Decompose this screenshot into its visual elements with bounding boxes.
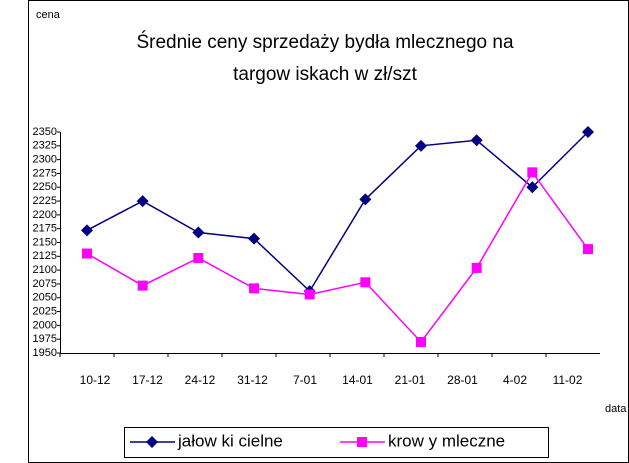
point <box>192 226 205 239</box>
y-tick-label: 2350 <box>33 126 57 138</box>
y-tick-label: 2325 <box>33 140 57 152</box>
point <box>360 277 371 288</box>
legend-label: krow y mleczne <box>388 431 505 450</box>
legend-marker <box>357 437 367 447</box>
y-tick-label: 2150 <box>33 236 57 248</box>
y-tick-label: 2225 <box>33 195 57 207</box>
y-tick-label: 2200 <box>33 209 57 221</box>
y-tick-label: 2000 <box>33 319 57 331</box>
point <box>359 193 372 206</box>
point <box>136 195 149 208</box>
y-tick-label: 2275 <box>33 167 57 179</box>
y-tick-label: 2025 <box>33 305 57 317</box>
chart-title: Średnie ceny sprzedaży bydła mlecznego n… <box>136 31 513 53</box>
x-tick-label: 14-01 <box>342 373 373 387</box>
point <box>416 336 426 347</box>
x-axis-label: data <box>605 403 627 415</box>
y-tick-label: 2250 <box>33 181 57 193</box>
x-tick-label: 10-12 <box>80 373 111 387</box>
series-line <box>86 170 589 344</box>
x-tick-label: 11-02 <box>553 373 583 387</box>
chart-subtitle: targow iskach w zł/szt <box>233 64 417 85</box>
point <box>526 181 539 194</box>
point <box>583 244 593 255</box>
point <box>82 248 92 259</box>
series-line <box>86 131 589 293</box>
y-tick-label: 2050 <box>33 292 57 304</box>
point <box>193 252 204 263</box>
x-tick-label: 7-01 <box>293 373 317 387</box>
y-tick-label: 2100 <box>33 264 57 276</box>
legend-marker <box>146 436 158 448</box>
legend-label: jałow ki cielne <box>177 431 283 450</box>
point <box>582 126 594 138</box>
point <box>471 262 482 273</box>
y-tick-label: 2075 <box>33 278 57 290</box>
point <box>248 232 260 245</box>
chart-frame <box>28 0 629 463</box>
y-tick-label: 1975 <box>33 333 57 345</box>
x-tick-label: 21-01 <box>395 373 426 387</box>
point <box>249 283 259 294</box>
legend-box <box>124 427 549 458</box>
point <box>415 139 427 152</box>
x-tick-label: 4-02 <box>503 373 527 387</box>
point <box>137 280 148 291</box>
point <box>470 134 483 147</box>
x-tick-label: 31-12 <box>237 373 268 387</box>
y-tick-label: 2300 <box>33 154 57 166</box>
y-tick-label: 2125 <box>33 250 57 262</box>
y-axis-label: cena <box>36 9 61 21</box>
x-tick-label: 28-01 <box>447 373 478 387</box>
point <box>527 167 538 178</box>
y-tick-label: 2175 <box>33 223 57 235</box>
point <box>304 289 315 300</box>
x-tick-label: 17-12 <box>132 373 163 387</box>
point <box>81 224 93 237</box>
y-tick-label: 1950 <box>33 347 57 359</box>
x-tick-label: 24-12 <box>185 373 216 387</box>
